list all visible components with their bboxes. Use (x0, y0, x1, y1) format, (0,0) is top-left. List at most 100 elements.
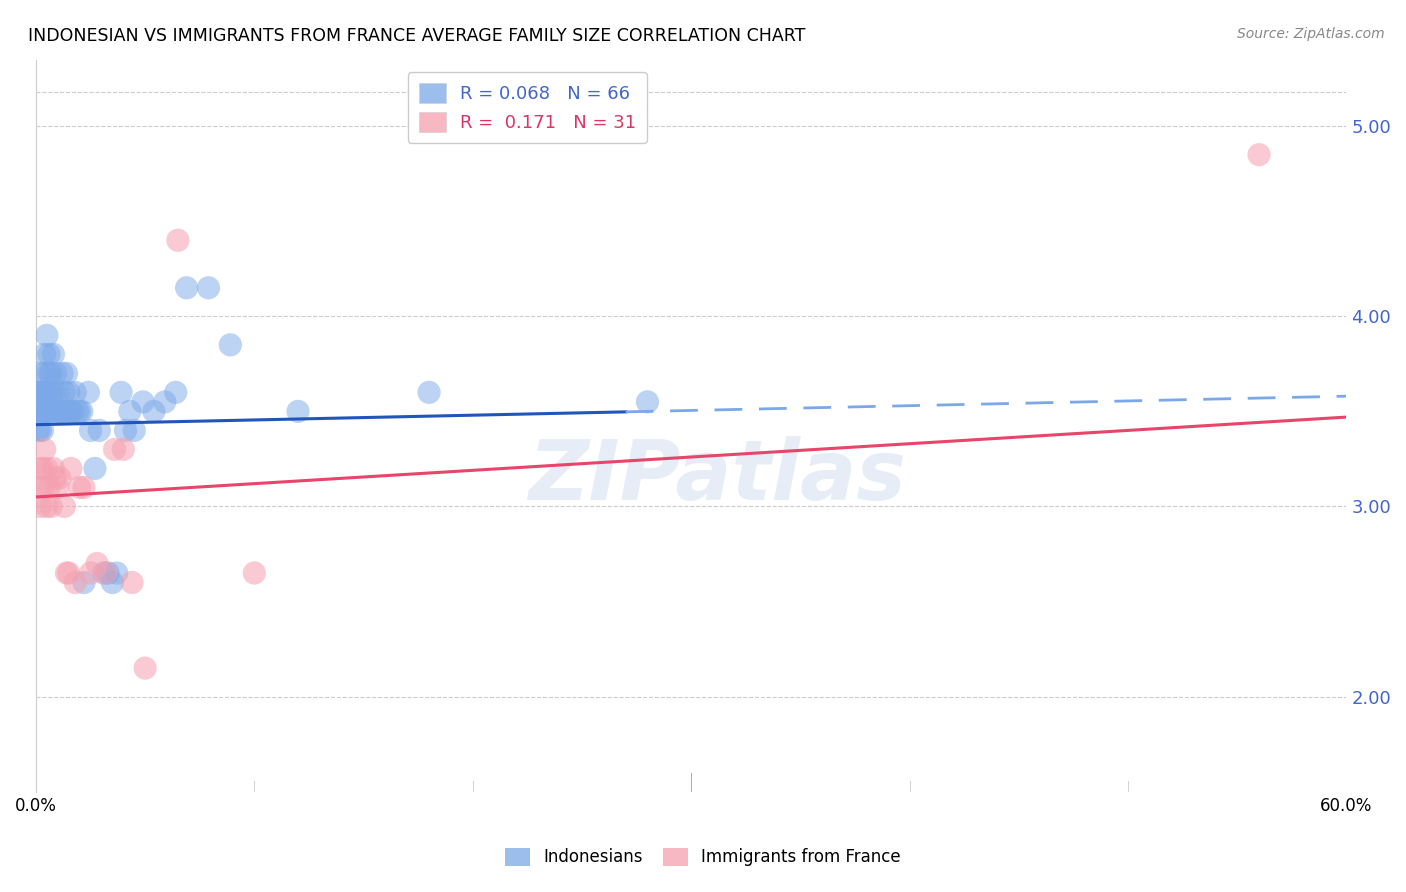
Point (27, 404, 49, 418)
Point (51, 367, 73, 381)
Point (118, 404, 141, 418)
Point (153, 395, 176, 409)
Point (30, 404, 52, 418)
Point (243, 566, 266, 580)
Point (62, 404, 84, 418)
Point (31, 461, 53, 475)
Point (49, 404, 72, 418)
Point (73, 480, 96, 494)
Point (46, 480, 69, 494)
Point (45, 367, 67, 381)
Point (121, 575, 143, 590)
Point (176, 281, 198, 295)
Point (637, 395, 659, 409)
Point (31, 385, 53, 400)
Point (1247, 147, 1270, 161)
Point (35, 328, 58, 343)
Point (35, 461, 58, 475)
Point (103, 442, 125, 457)
Point (58, 385, 80, 400)
Point (197, 281, 219, 295)
Point (58, 566, 80, 580)
Point (51, 404, 73, 418)
Point (53, 385, 76, 400)
Point (46, 385, 69, 400)
Point (114, 424, 136, 438)
Point (38, 347, 60, 361)
Point (31, 480, 53, 494)
Point (39, 367, 62, 381)
Point (94, 566, 117, 580)
Point (122, 424, 145, 438)
Point (66, 404, 89, 418)
Point (34, 367, 56, 381)
Point (84, 461, 107, 475)
Text: Source: ZipAtlas.com: Source: ZipAtlas.com (1237, 27, 1385, 41)
Point (35, 404, 58, 418)
Point (27, 480, 49, 494)
Point (105, 566, 128, 580)
Point (27, 385, 49, 400)
Point (70, 404, 93, 418)
Point (30, 424, 52, 438)
Point (142, 404, 165, 418)
Point (58, 404, 80, 418)
Point (86, 557, 108, 571)
Point (31, 424, 53, 438)
Point (167, 233, 190, 247)
Point (219, 338, 242, 352)
Point (38, 404, 60, 418)
Point (45, 404, 67, 418)
Point (77, 385, 100, 400)
Point (30, 461, 52, 475)
Point (42, 347, 65, 361)
Point (53, 404, 76, 418)
Point (69, 480, 91, 494)
Point (34, 385, 56, 400)
Point (38, 480, 60, 494)
Point (69, 404, 91, 418)
Point (30, 367, 52, 381)
Point (53, 500, 76, 514)
Point (65, 575, 87, 590)
Point (73, 575, 96, 590)
Point (79, 566, 101, 580)
Point (287, 404, 309, 418)
Point (39, 404, 62, 418)
Point (30, 385, 52, 400)
Point (101, 575, 124, 590)
Point (418, 385, 440, 400)
Point (39, 385, 62, 400)
Point (35, 385, 58, 400)
Point (79, 424, 101, 438)
Point (42, 385, 65, 400)
Point (165, 385, 187, 400)
Text: INDONESIAN VS IMMIGRANTS FROM FRANCE AVERAGE FAMILY SIZE CORRELATION CHART: INDONESIAN VS IMMIGRANTS FROM FRANCE AVE… (28, 27, 806, 45)
Point (55, 367, 77, 381)
Point (42, 461, 65, 475)
Point (112, 442, 135, 457)
Point (93, 566, 115, 580)
Point (46, 404, 69, 418)
Point (38, 367, 60, 381)
Point (59, 461, 82, 475)
Point (39, 500, 62, 514)
Point (134, 661, 156, 675)
Point (89, 424, 111, 438)
Point (45, 471, 67, 485)
Point (34, 347, 56, 361)
Point (110, 385, 132, 400)
Point (55, 566, 77, 580)
Legend: R = 0.068   N = 66, R =  0.171   N = 31: R = 0.068 N = 66, R = 0.171 N = 31 (408, 72, 647, 143)
Point (97, 566, 120, 580)
Text: ZIPatlas: ZIPatlas (529, 436, 907, 517)
Point (49, 471, 72, 485)
Point (34, 442, 56, 457)
Point (30, 500, 52, 514)
Point (27, 424, 49, 438)
Legend: Indonesians, Immigrants from France: Indonesians, Immigrants from France (499, 841, 907, 873)
Point (132, 395, 155, 409)
Point (34, 404, 56, 418)
Point (31, 404, 53, 418)
Point (35, 500, 58, 514)
